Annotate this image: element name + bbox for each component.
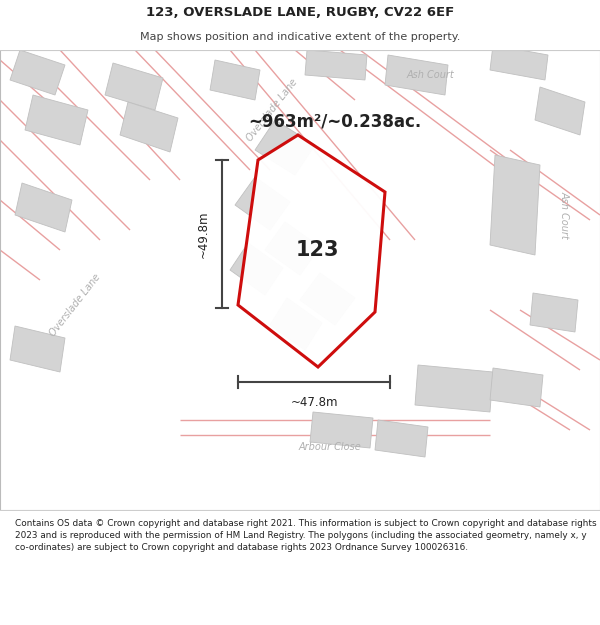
Text: 123, OVERSLADE LANE, RUGBY, CV22 6EF: 123, OVERSLADE LANE, RUGBY, CV22 6EF xyxy=(146,6,454,19)
Text: ~963m²/~0.238ac.: ~963m²/~0.238ac. xyxy=(248,113,421,131)
Polygon shape xyxy=(230,243,283,295)
Text: ~49.8m: ~49.8m xyxy=(197,210,210,258)
Polygon shape xyxy=(300,273,355,325)
Text: Overslade Lane: Overslade Lane xyxy=(245,77,299,143)
Polygon shape xyxy=(385,55,448,95)
Text: Arbour Close: Arbour Close xyxy=(299,442,361,452)
Polygon shape xyxy=(530,293,578,332)
Polygon shape xyxy=(415,365,493,412)
Text: Overslade Lane: Overslade Lane xyxy=(47,272,103,338)
Polygon shape xyxy=(210,60,260,100)
Polygon shape xyxy=(310,412,373,448)
Text: Ash Court: Ash Court xyxy=(560,191,570,239)
Polygon shape xyxy=(265,222,320,275)
Polygon shape xyxy=(490,155,540,255)
Polygon shape xyxy=(25,95,88,145)
Polygon shape xyxy=(305,50,367,80)
Text: Ash Court: Ash Court xyxy=(406,70,454,80)
Polygon shape xyxy=(535,87,585,135)
Text: 123: 123 xyxy=(295,240,339,260)
Polygon shape xyxy=(238,135,385,367)
Polygon shape xyxy=(490,368,543,407)
Polygon shape xyxy=(255,120,315,175)
Polygon shape xyxy=(120,102,178,152)
Text: Map shows position and indicative extent of the property.: Map shows position and indicative extent… xyxy=(140,32,460,43)
Text: Contains OS data © Crown copyright and database right 2021. This information is : Contains OS data © Crown copyright and d… xyxy=(15,519,596,552)
Polygon shape xyxy=(375,420,428,457)
Polygon shape xyxy=(15,183,72,232)
Polygon shape xyxy=(10,50,65,95)
Polygon shape xyxy=(235,177,290,230)
Text: ~47.8m: ~47.8m xyxy=(290,396,338,409)
Polygon shape xyxy=(105,63,163,110)
Polygon shape xyxy=(490,45,548,80)
Polygon shape xyxy=(270,298,322,350)
Polygon shape xyxy=(10,326,65,372)
